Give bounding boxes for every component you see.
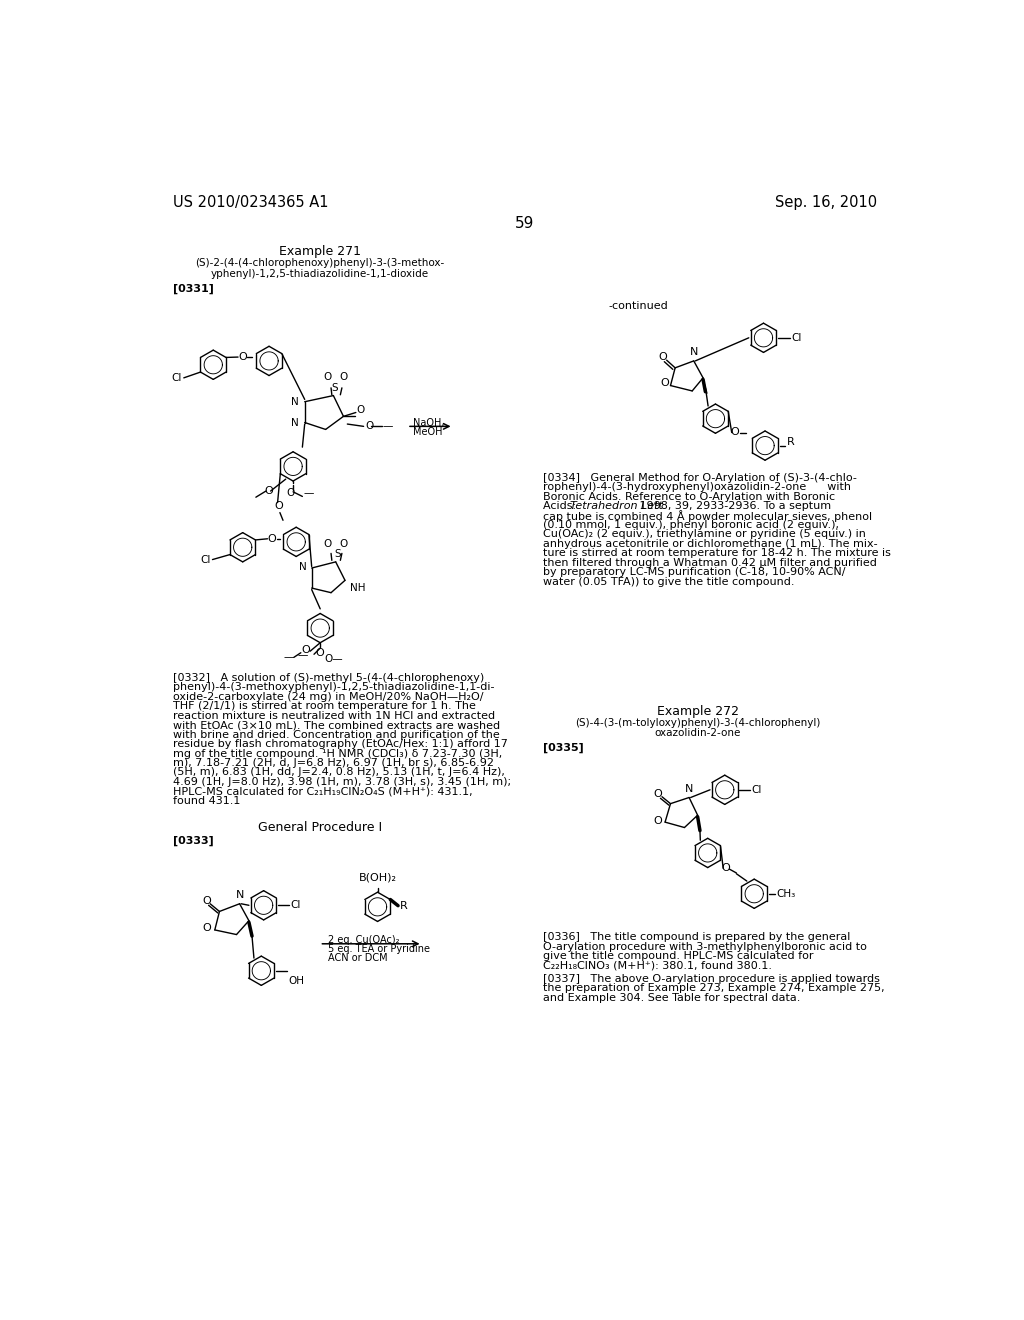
Text: by preparatory LC-MS purification (C-18, 10-90% ACN/: by preparatory LC-MS purification (C-18,… bbox=[543, 568, 845, 577]
Text: O: O bbox=[324, 372, 332, 383]
Text: oxazolidin-2-one: oxazolidin-2-one bbox=[654, 729, 740, 738]
Text: B(OH)₂: B(OH)₂ bbox=[358, 873, 396, 882]
Text: General Procedure I: General Procedure I bbox=[258, 821, 382, 834]
Text: MeOH: MeOH bbox=[414, 428, 442, 437]
Text: Cl: Cl bbox=[752, 785, 762, 795]
Text: -continued: -continued bbox=[608, 301, 669, 310]
Text: R: R bbox=[786, 437, 795, 446]
Text: —: — bbox=[298, 649, 308, 660]
Text: rophenyl)-4-(3-hydroxyphenyl)oxazolidin-2-one      with: rophenyl)-4-(3-hydroxyphenyl)oxazolidin-… bbox=[543, 482, 851, 492]
Text: R: R bbox=[399, 900, 408, 911]
Text: O: O bbox=[658, 352, 667, 362]
Text: [0337]   The above O-arylation procedure is applied towards: [0337] The above O-arylation procedure i… bbox=[543, 974, 880, 983]
Text: O: O bbox=[302, 644, 310, 655]
Text: O: O bbox=[267, 533, 276, 544]
Text: O: O bbox=[287, 488, 295, 498]
Text: [0332]   A solution of (S)-methyl 5-(4-(4-chlorophenoxy): [0332] A solution of (S)-methyl 5-(4-(4-… bbox=[173, 673, 484, 682]
Text: O: O bbox=[653, 789, 663, 800]
Text: N: N bbox=[690, 347, 698, 358]
Text: US 2010/0234365 A1: US 2010/0234365 A1 bbox=[173, 195, 329, 210]
Text: Tetrahedron Lett.: Tetrahedron Lett. bbox=[569, 502, 667, 511]
Text: O: O bbox=[203, 924, 211, 933]
Text: O: O bbox=[324, 539, 332, 549]
Text: THF (2/1/1) is stirred at room temperature for 1 h. The: THF (2/1/1) is stirred at room temperatu… bbox=[173, 701, 476, 711]
Text: O: O bbox=[366, 421, 374, 432]
Text: 2 eq. Cu(OAc)₂: 2 eq. Cu(OAc)₂ bbox=[328, 935, 399, 945]
Text: O: O bbox=[356, 405, 365, 416]
Text: (S)-4-(3-(m-tolyloxy)phenyl)-3-(4-chlorophenyl): (S)-4-(3-(m-tolyloxy)phenyl)-3-(4-chloro… bbox=[574, 718, 820, 729]
Text: with brine and dried. Concentration and purification of the: with brine and dried. Concentration and … bbox=[173, 730, 500, 739]
Text: CH₃: CH₃ bbox=[776, 888, 796, 899]
Text: O: O bbox=[203, 896, 211, 907]
Text: Boronic Acids. Reference to O-Arylation with Boronic: Boronic Acids. Reference to O-Arylation … bbox=[543, 491, 835, 502]
Text: reaction mixture is neutralized with 1N HCl and extracted: reaction mixture is neutralized with 1N … bbox=[173, 710, 495, 721]
Text: S: S bbox=[334, 549, 341, 558]
Text: OH: OH bbox=[289, 975, 304, 986]
Text: O: O bbox=[339, 372, 347, 383]
Text: (0.10 mmol, 1 equiv.), phenyl boronic acid (2 equiv.),: (0.10 mmol, 1 equiv.), phenyl boronic ac… bbox=[543, 520, 839, 529]
Text: HPLC-MS calculated for C₂₁H₁₉ClN₂O₄S (M+H⁺): 431.1,: HPLC-MS calculated for C₂₁H₁₉ClN₂O₄S (M+… bbox=[173, 787, 472, 796]
Text: (5H, m), 6.83 (1H, dd, J=2.4, 0.8 Hz), 5.13 (1H, t, J=6.4 Hz),: (5H, m), 6.83 (1H, dd, J=2.4, 0.8 Hz), 5… bbox=[173, 767, 505, 777]
Text: —: — bbox=[303, 488, 313, 499]
Text: phenyl)-4-(3-methoxyphenyl)-1,2,5-thiadiazolidine-1,1-di-: phenyl)-4-(3-methoxyphenyl)-1,2,5-thiadi… bbox=[173, 682, 495, 692]
Text: N: N bbox=[299, 561, 306, 572]
Text: —: — bbox=[383, 421, 393, 432]
Text: N: N bbox=[291, 397, 299, 407]
Text: and Example 304. See Table for spectral data.: and Example 304. See Table for spectral … bbox=[543, 993, 800, 1003]
Text: Acids:: Acids: bbox=[543, 502, 580, 511]
Text: O: O bbox=[721, 863, 730, 874]
Text: O: O bbox=[339, 539, 347, 549]
Text: oxide-2-carboxylate (24 mg) in MeOH/20% NaOH—H₂O/: oxide-2-carboxylate (24 mg) in MeOH/20% … bbox=[173, 692, 483, 702]
Text: O: O bbox=[315, 648, 324, 659]
Text: [0336]   The title compound is prepared by the general: [0336] The title compound is prepared by… bbox=[543, 932, 850, 942]
Text: Example 271: Example 271 bbox=[280, 246, 361, 259]
Text: —: — bbox=[283, 652, 293, 663]
Text: cap tube is combined 4 Å powder molecular sieves, phenol: cap tube is combined 4 Å powder molecula… bbox=[543, 511, 871, 523]
Text: with EtOAc (3×10 mL). The combined extracts are washed: with EtOAc (3×10 mL). The combined extra… bbox=[173, 721, 500, 730]
Text: Example 272: Example 272 bbox=[656, 705, 738, 718]
Text: 5 eq. TEA or Pyridine: 5 eq. TEA or Pyridine bbox=[328, 944, 430, 954]
Text: ture is stirred at room temperature for 18-42 h. The mixture is: ture is stirred at room temperature for … bbox=[543, 548, 891, 558]
Text: m), 7.18-7.21 (2H, d, J=6.8 Hz), 6.97 (1H, br s), 6.85-6.92: m), 7.18-7.21 (2H, d, J=6.8 Hz), 6.97 (1… bbox=[173, 758, 494, 768]
Text: O: O bbox=[653, 816, 662, 825]
Text: Cl: Cl bbox=[172, 372, 182, 383]
Text: the preparation of Example 273, Example 274, Example 275,: the preparation of Example 273, Example … bbox=[543, 983, 885, 994]
Text: N: N bbox=[685, 784, 693, 793]
Text: Cl: Cl bbox=[201, 554, 211, 565]
Text: Cl: Cl bbox=[291, 900, 301, 911]
Text: Sep. 16, 2010: Sep. 16, 2010 bbox=[774, 195, 877, 210]
Text: (S)-2-(4-(4-chlorophenoxy)phenyl)-3-(3-methox-: (S)-2-(4-(4-chlorophenoxy)phenyl)-3-(3-m… bbox=[196, 259, 444, 268]
Text: Cl: Cl bbox=[792, 333, 802, 343]
Text: 59: 59 bbox=[515, 216, 535, 231]
Text: NaOH,: NaOH, bbox=[414, 418, 444, 428]
Text: O: O bbox=[274, 502, 283, 511]
Text: water (0.05 TFA)) to give the title compound.: water (0.05 TFA)) to give the title comp… bbox=[543, 577, 795, 587]
Text: O-arylation procedure with 3-methylphenylboronic acid to: O-arylation procedure with 3-methylpheny… bbox=[543, 941, 866, 952]
Text: [0333]: [0333] bbox=[173, 836, 214, 846]
Text: O: O bbox=[730, 426, 739, 437]
Text: yphenyl)-1,2,5-thiadiazolidine-1,1-dioxide: yphenyl)-1,2,5-thiadiazolidine-1,1-dioxi… bbox=[211, 268, 429, 279]
Text: Cu(OAc)₂ (2 equiv.), triethylamine or pyridine (5 equiv.) in: Cu(OAc)₂ (2 equiv.), triethylamine or py… bbox=[543, 529, 865, 540]
Text: ACN or DCM: ACN or DCM bbox=[328, 953, 387, 964]
Text: [0335]: [0335] bbox=[543, 743, 584, 754]
Text: 4.69 (1H, J=8.0 Hz), 3.98 (1H, m), 3.78 (3H, s), 3.45 (1H, m);: 4.69 (1H, J=8.0 Hz), 3.98 (1H, m), 3.78 … bbox=[173, 777, 511, 787]
Text: NH: NH bbox=[350, 583, 366, 593]
Text: anhydrous acetonitrile or dichloromethane (1 mL). The mix-: anhydrous acetonitrile or dichloromethan… bbox=[543, 539, 878, 549]
Text: N: N bbox=[291, 417, 299, 428]
Text: residue by flash chromatography (EtOAc/Hex: 1:1) afford 17: residue by flash chromatography (EtOAc/H… bbox=[173, 739, 508, 748]
Text: [0331]: [0331] bbox=[173, 284, 214, 294]
Text: [0334]   General Method for O-Arylation of (S)-3-(4-chlo-: [0334] General Method for O-Arylation of… bbox=[543, 473, 856, 483]
Text: 1998, 39, 2933-2936. To a septum: 1998, 39, 2933-2936. To a septum bbox=[636, 502, 831, 511]
Text: then filtered through a Whatman 0.42 μM filter and purified: then filtered through a Whatman 0.42 μM … bbox=[543, 558, 877, 568]
Text: O—: O— bbox=[324, 655, 343, 664]
Text: C₂₂H₁₈ClNO₃ (M+H⁺): 380.1, found 380.1.: C₂₂H₁₈ClNO₃ (M+H⁺): 380.1, found 380.1. bbox=[543, 961, 772, 970]
Text: give the title compound. HPLC-MS calculated for: give the title compound. HPLC-MS calcula… bbox=[543, 952, 813, 961]
Text: N: N bbox=[237, 890, 245, 900]
Text: O: O bbox=[660, 379, 670, 388]
Text: O: O bbox=[239, 352, 247, 362]
Text: O: O bbox=[264, 486, 273, 496]
Text: mg of the title compound. ¹H NMR (CDCl₃) δ 7.23-7.30 (3H,: mg of the title compound. ¹H NMR (CDCl₃)… bbox=[173, 748, 502, 759]
Text: found 431.1: found 431.1 bbox=[173, 796, 241, 807]
Text: S: S bbox=[332, 383, 338, 393]
